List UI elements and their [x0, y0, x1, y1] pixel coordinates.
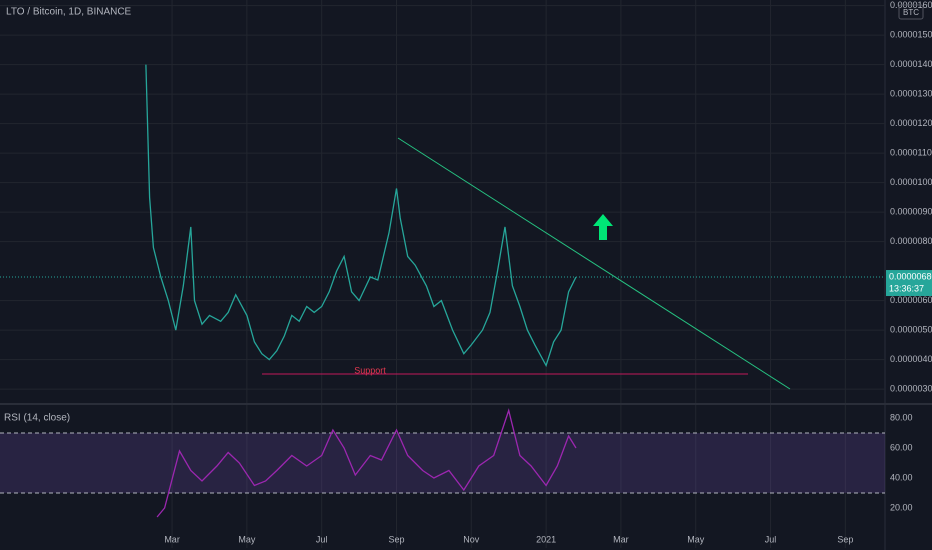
- y-tick-label: 80.00: [890, 412, 913, 422]
- y-tick-label: 20.00: [890, 502, 913, 512]
- x-tick-label: May: [687, 534, 705, 544]
- currency-box: [898, 4, 924, 20]
- rsi-title: RSI (14, close): [4, 413, 70, 424]
- x-tick-label: Mar: [613, 534, 629, 544]
- y-tick-label: 40.00: [890, 472, 913, 482]
- price-line: [156, 408, 577, 518]
- currency: BTC: [903, 8, 919, 17]
- x-tick-label: Nov: [463, 534, 480, 544]
- price-line: [145, 64, 577, 368]
- countdown: 13:36:37: [889, 283, 924, 293]
- x-tick-label: Jul: [765, 534, 777, 544]
- current-price-label: 0.00000680: [889, 271, 932, 281]
- trendline: [397, 137, 791, 390]
- x-tick-label: Sep: [388, 534, 404, 544]
- x-tick-label: Mar: [164, 534, 180, 544]
- x-tick-label: Sep: [837, 534, 853, 544]
- x-tick-label: 2021: [536, 534, 556, 544]
- current-price-box: [886, 270, 932, 297]
- x-tick-label: Jul: [316, 534, 328, 544]
- chart-title: LTO / Bitcoin, 1D, BINANCE: [6, 7, 132, 18]
- support-label: Support: [354, 365, 386, 375]
- y-tick-label: 0.00000300: [890, 384, 932, 394]
- x-tick-label: May: [238, 534, 256, 544]
- rsi-band: [0, 433, 885, 493]
- y-tick-label: 60.00: [890, 442, 913, 452]
- up-arrow: [593, 214, 613, 240]
